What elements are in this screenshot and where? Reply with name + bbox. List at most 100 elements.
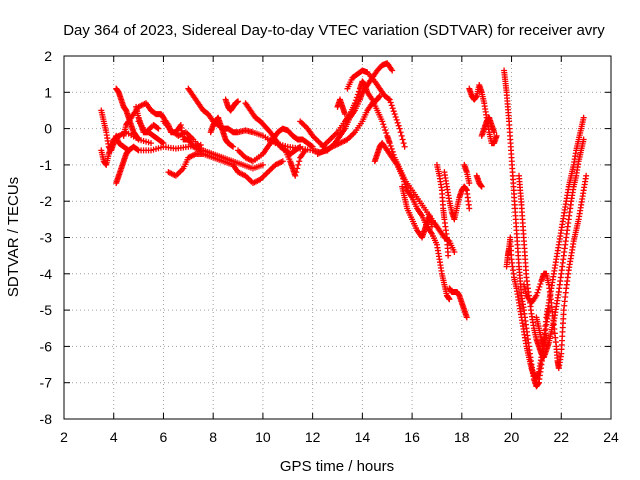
data-point bbox=[387, 143, 394, 150]
data-point bbox=[403, 184, 410, 191]
series-arc20 bbox=[334, 96, 348, 118]
series-arc30 bbox=[478, 114, 498, 139]
x-tick-label: 10 bbox=[255, 429, 271, 445]
plot-frame bbox=[63, 55, 612, 420]
series-arc15 bbox=[264, 136, 309, 179]
data-point bbox=[400, 140, 407, 147]
series-arc25 bbox=[441, 169, 473, 223]
data-point bbox=[396, 125, 403, 132]
data-point bbox=[341, 111, 348, 118]
data-points bbox=[98, 60, 590, 390]
data-point bbox=[308, 143, 315, 150]
data-point bbox=[160, 140, 167, 147]
series-arc29 bbox=[473, 172, 485, 190]
data-point bbox=[493, 132, 500, 139]
series-arc1 bbox=[98, 107, 204, 154]
series-arc34 bbox=[520, 172, 590, 372]
data-point bbox=[583, 172, 590, 179]
x-tick-label: 22 bbox=[553, 429, 569, 445]
data-point bbox=[154, 124, 161, 131]
series-arc18 bbox=[314, 92, 383, 158]
data-point bbox=[297, 143, 304, 150]
data-point bbox=[392, 113, 399, 120]
data-point bbox=[397, 129, 404, 136]
data-point bbox=[352, 97, 359, 104]
series-arc10 bbox=[185, 85, 316, 154]
data-point bbox=[235, 98, 242, 105]
data-point bbox=[353, 94, 360, 101]
data-point bbox=[388, 102, 395, 109]
y-tick-label: -6 bbox=[40, 338, 53, 354]
data-point bbox=[386, 96, 393, 103]
data-point bbox=[400, 175, 407, 182]
series-arc12 bbox=[222, 96, 242, 114]
series-arc4 bbox=[113, 147, 132, 187]
data-point bbox=[148, 140, 155, 147]
data-point bbox=[381, 124, 388, 131]
series-arc27 bbox=[461, 161, 473, 187]
data-point bbox=[351, 100, 358, 107]
data-point bbox=[536, 283, 543, 290]
data-point bbox=[388, 145, 395, 152]
data-point bbox=[401, 143, 408, 150]
data-point bbox=[533, 292, 540, 299]
data-point bbox=[446, 296, 453, 303]
data-point bbox=[399, 172, 406, 179]
data-point bbox=[295, 161, 302, 168]
series-arc26 bbox=[446, 285, 470, 321]
x-tick-label: 6 bbox=[160, 429, 168, 445]
data-point bbox=[537, 280, 544, 287]
data-point bbox=[395, 122, 402, 129]
x-tick-label: 12 bbox=[305, 429, 321, 445]
x-tick-label: 14 bbox=[355, 429, 371, 445]
y-tick-label: 0 bbox=[44, 121, 52, 137]
data-point bbox=[535, 286, 542, 293]
series-arc21 bbox=[344, 67, 408, 150]
data-point bbox=[380, 121, 387, 128]
y-tick-label: -7 bbox=[40, 375, 53, 391]
x-tick-label: 24 bbox=[603, 429, 619, 445]
series-arc23 bbox=[399, 183, 435, 241]
y-tick-label: -1 bbox=[40, 157, 53, 173]
data-point bbox=[478, 183, 485, 190]
data-point bbox=[401, 178, 408, 185]
series-arc22 bbox=[371, 140, 453, 303]
x-tick-label: 8 bbox=[209, 429, 217, 445]
data-point bbox=[134, 146, 141, 153]
data-point bbox=[391, 111, 398, 118]
data-point bbox=[394, 119, 401, 126]
series-arc7 bbox=[135, 118, 162, 136]
data-point bbox=[135, 136, 142, 143]
data-point bbox=[354, 91, 361, 98]
y-tick-label: -3 bbox=[40, 230, 53, 246]
data-point bbox=[466, 180, 473, 187]
chart-title: Day 364 of 2023, Sidereal Day-to-day VTE… bbox=[63, 22, 605, 39]
data-point bbox=[296, 144, 303, 151]
data-point bbox=[382, 127, 389, 134]
data-point bbox=[428, 223, 435, 230]
data-point bbox=[393, 116, 400, 123]
data-point bbox=[292, 172, 299, 179]
data-point bbox=[491, 129, 498, 136]
series-arc9 bbox=[165, 151, 286, 187]
data-point bbox=[230, 143, 237, 150]
series-arc11 bbox=[207, 114, 237, 150]
data-point bbox=[390, 108, 397, 115]
data-point bbox=[451, 249, 458, 256]
data-point bbox=[294, 165, 301, 172]
data-point bbox=[385, 95, 392, 102]
y-axis-label: SDTVAR / TECUs bbox=[5, 177, 22, 297]
data-point bbox=[159, 139, 166, 146]
data-point bbox=[379, 118, 386, 125]
series-arc31 bbox=[501, 67, 552, 390]
data-point bbox=[466, 205, 473, 212]
series-arc33 bbox=[516, 136, 587, 361]
data-point bbox=[296, 158, 303, 165]
x-tick-label: 16 bbox=[404, 429, 420, 445]
y-tick-label: -5 bbox=[40, 302, 53, 318]
x-tick-label: 20 bbox=[504, 429, 520, 445]
data-point bbox=[229, 143, 236, 150]
data-point bbox=[398, 132, 405, 139]
